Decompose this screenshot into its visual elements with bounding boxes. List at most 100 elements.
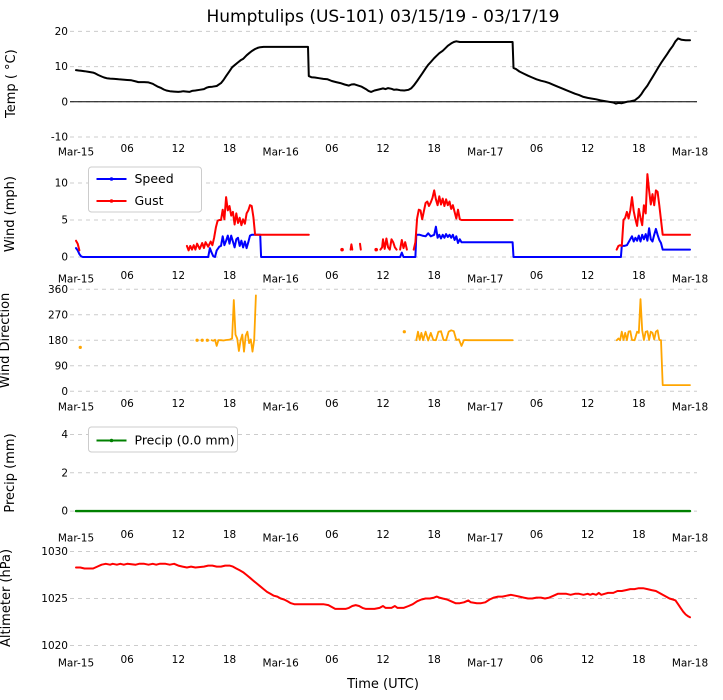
x-tick-label: 18 (632, 270, 645, 282)
y-tick-label: 5 (61, 215, 68, 227)
y-tick-label: 4 (61, 429, 68, 441)
data-point (374, 247, 378, 252)
x-tick-label: 06 (120, 143, 134, 155)
x-tick-label: 12 (581, 398, 594, 410)
legend-label: Precip (0.0 mm) (135, 433, 235, 448)
x-tick-label: Mar-15 (58, 402, 94, 414)
data-line (412, 189, 514, 251)
y-tick-label: 180 (48, 335, 68, 347)
y-tick-label: 10 (55, 61, 68, 73)
x-tick-label: Mar-17 (467, 402, 503, 414)
x-axis-label: Time (UTC) (346, 677, 419, 692)
y-tick-label: 10 (55, 178, 68, 190)
x-tick-label: 18 (223, 529, 236, 541)
y-tick-label: 1025 (41, 593, 68, 605)
x-tick-label: 06 (530, 398, 544, 410)
data-line (615, 173, 691, 251)
x-tick-label: 18 (427, 143, 440, 155)
y-tick-label: 20 (55, 26, 68, 38)
y-axis-label: Precip (mm) (3, 433, 18, 512)
x-tick-label: 06 (530, 270, 544, 282)
x-tick-label: 12 (376, 398, 389, 410)
data-line (75, 37, 691, 105)
data-point (340, 247, 344, 252)
data-line (399, 239, 408, 251)
subplot-wind: 0 5 10 Mar-15 06 12 18 Mar-16 06 12 18 Mar-17 06 12 18… (3, 166, 708, 286)
legend-marker (109, 177, 114, 181)
x-tick-label: Mar-18 (672, 533, 708, 545)
legend-marker (109, 438, 114, 443)
data-line (349, 243, 354, 251)
x-tick-label: 18 (223, 270, 236, 282)
x-tick-label: Mar-18 (672, 658, 708, 670)
gridlines (70, 30, 697, 138)
x-tick-label: 12 (581, 529, 594, 541)
x-tick-label: 12 (172, 270, 185, 282)
x-tick-label: 12 (581, 270, 594, 282)
x-tick-label: Mar-17 (467, 658, 503, 670)
data-point (205, 338, 209, 342)
data-point (200, 338, 204, 342)
x-tick-label: 12 (581, 654, 594, 666)
x-tick-label: 18 (223, 143, 236, 155)
y-tick-label: 90 (55, 360, 68, 372)
y-axis-label: Wind (mph) (3, 176, 18, 252)
data-point (195, 338, 199, 342)
data-point (402, 330, 406, 334)
x-tick-label: Mar-16 (263, 402, 300, 414)
figure-title: Humptulips (US-101) 03/15/19 - 03/17/19 (206, 7, 560, 27)
gridlines (70, 288, 697, 392)
x-tick-label: 06 (120, 270, 134, 282)
y-tick-label: 0 (61, 96, 68, 108)
x-tick-label: 12 (376, 529, 389, 541)
subplot-wind-direction: 0 90 180 270 360 Mar-15 06 12 18 Mar-16 06 12 18 Mar-… (0, 284, 708, 414)
x-tick-label: Mar-16 (263, 147, 300, 159)
data-line (415, 329, 514, 347)
x-tick-label: Mar-15 (58, 147, 94, 159)
y-axis-label: Wind Direction (0, 293, 13, 389)
series-gust (75, 173, 691, 252)
y-tick-label: 360 (48, 284, 68, 296)
legend: Precip (0.0 mm) (88, 426, 238, 453)
gridlines (70, 551, 697, 646)
x-tick-label: Mar-17 (467, 274, 503, 286)
x-tick-label: Mar-16 (263, 533, 300, 545)
x-tick-label: 06 (325, 143, 339, 155)
y-tick-label: -10 (51, 132, 68, 144)
x-tick-label: 18 (223, 398, 236, 410)
x-tick-label: 06 (530, 143, 544, 155)
x-tick-label: 06 (325, 654, 339, 666)
x-tick-label: 06 (325, 529, 339, 541)
legend: Speed Gust (88, 166, 202, 213)
y-tick-label: 0 (61, 506, 68, 518)
x-tick-label: 06 (120, 398, 134, 410)
x-tick-label: Mar-15 (58, 658, 94, 670)
y-tick-label: 1020 (41, 640, 68, 652)
x-tick-label: 18 (223, 654, 236, 666)
x-tick-label: 18 (632, 529, 645, 541)
data-line (75, 562, 691, 619)
x-tick-label: Mar-16 (263, 658, 300, 670)
data-line (615, 298, 691, 386)
x-tick-label: 06 (120, 654, 134, 666)
y-axis-label: Altimeter (hPa) (0, 549, 14, 647)
x-tick-label: 12 (376, 654, 389, 666)
series-altimeter (75, 562, 691, 619)
x-tick-label: 12 (172, 143, 185, 155)
y-tick-label: 270 (48, 309, 68, 321)
data-line (75, 239, 81, 252)
x-tick-label: Mar-17 (467, 533, 503, 545)
x-tick-label: 12 (376, 143, 389, 155)
subplot-altimeter: 1020 1025 1030 Mar-15 06 12 18 Mar-16 06 12 18 Mar-… (0, 546, 708, 669)
legend-marker (109, 199, 114, 203)
x-tick-label: 06 (325, 398, 339, 410)
x-tick-label: 12 (581, 143, 594, 155)
data-point (78, 345, 82, 349)
data-line (359, 242, 362, 251)
x-tick-label: 12 (172, 529, 185, 541)
legend-label: Speed (135, 171, 174, 186)
x-tick-label: Mar-18 (672, 274, 708, 286)
y-tick-label: 1030 (41, 546, 68, 558)
